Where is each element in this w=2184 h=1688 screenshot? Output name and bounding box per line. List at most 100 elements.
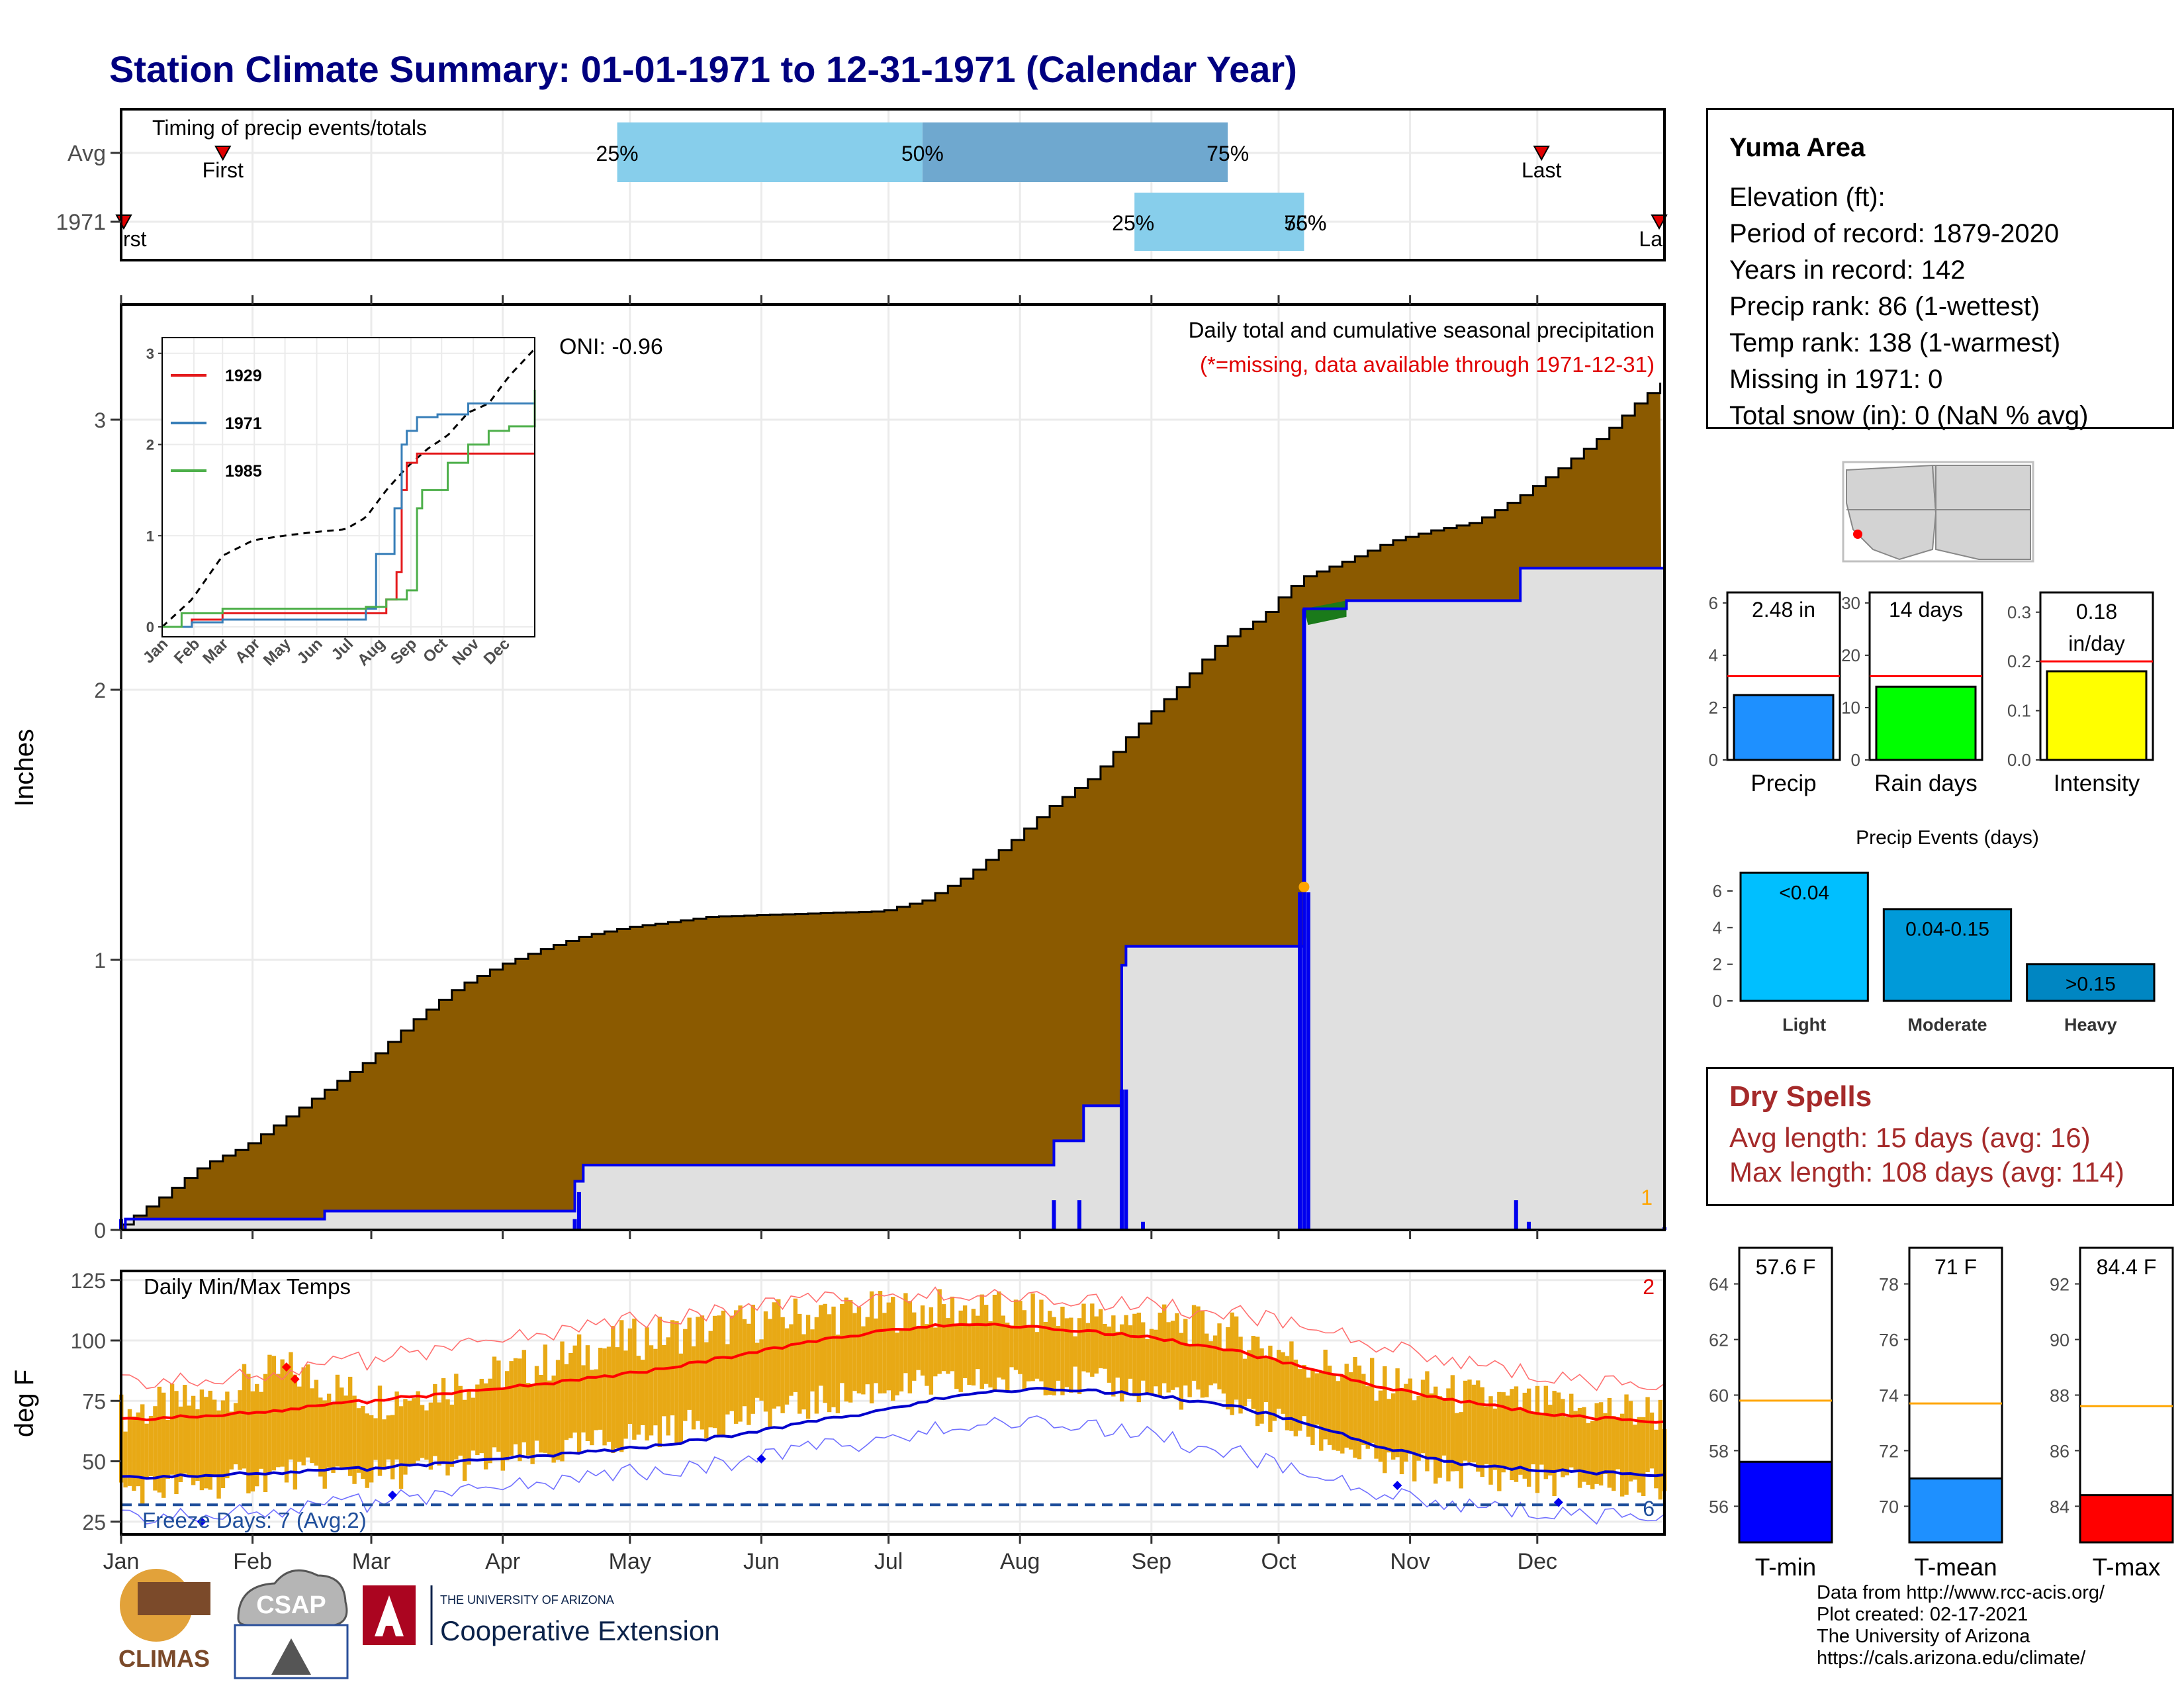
- daily-precip-bar: [1302, 608, 1306, 1230]
- daily-temp-bar: [526, 1383, 531, 1456]
- daily-precip-bar: [1077, 1200, 1081, 1230]
- station-info-box: Yuma Area Elevation (ft): Period of reco…: [1706, 108, 2174, 430]
- daily-temp-bar: [365, 1413, 369, 1488]
- daily-temp-bar: [496, 1360, 501, 1452]
- daily-temp-bar: [488, 1378, 492, 1464]
- daily-temp-bar: [874, 1318, 878, 1383]
- daily-temp-bar: [1175, 1313, 1179, 1387]
- station-years: Years in record: 142: [1729, 256, 1966, 285]
- daily-temp-bar: [1277, 1350, 1281, 1409]
- daily-temp-bar: [772, 1302, 777, 1409]
- record-marker: [197, 1517, 206, 1526]
- daily-temp-bar: [1115, 1331, 1120, 1378]
- daily-temp-bar: [1624, 1394, 1629, 1495]
- daily-temp-bar: [1369, 1358, 1375, 1443]
- event-category-label: Moderate: [1907, 1015, 1987, 1035]
- daily-temp-bar: [1565, 1417, 1570, 1476]
- daily-temp-bar: [314, 1380, 319, 1466]
- daily-temp-bar: [250, 1391, 255, 1492]
- daily-temp-bar: [742, 1319, 747, 1407]
- daily-temp-bar: [428, 1402, 433, 1470]
- daily-temp-bar: [967, 1323, 972, 1385]
- daily-temp-bar: [1064, 1318, 1069, 1387]
- page-title: Station Climate Summary: 01-01-1971 to 1…: [109, 48, 1297, 90]
- daily-temp-bar: [373, 1418, 378, 1460]
- daily-temp-bar: [1510, 1389, 1514, 1480]
- daily-temp-bar: [1433, 1386, 1438, 1484]
- daily-temp-bar: [199, 1389, 205, 1491]
- inset-avg-line: [161, 348, 536, 628]
- daily-temp-bar: [1332, 1375, 1336, 1450]
- stat-y-tick: 0: [1709, 750, 1718, 770]
- temp-stat-panel: [2079, 1246, 2174, 1544]
- daily-temp-bar: [1612, 1416, 1616, 1491]
- daily-temp-bar: [471, 1397, 476, 1451]
- precip-y-axis-label: Inches: [10, 729, 39, 807]
- coop-extension-logo-text: Cooperative Extension: [440, 1615, 720, 1646]
- daily-temp-bar: [539, 1374, 543, 1453]
- daily-temp-bar: [1323, 1349, 1328, 1440]
- daily-temp-bar: [322, 1400, 327, 1489]
- daily-temp-bar: [1590, 1421, 1595, 1489]
- inset-y-tick: 3: [146, 346, 154, 362]
- daily-temp-bar: [1187, 1345, 1192, 1397]
- record-marker: [1392, 1481, 1402, 1490]
- daily-temp-bar: [1162, 1304, 1167, 1383]
- daily-temp-bar: [382, 1419, 387, 1470]
- y-tick-label: 2: [94, 679, 106, 702]
- daily-temp-bar: [356, 1408, 361, 1473]
- daily-temp-bar: [1390, 1393, 1396, 1460]
- daily-temp-bar: [611, 1326, 615, 1453]
- daily-temp-bar: [1649, 1412, 1655, 1469]
- month-label: Nov: [1390, 1549, 1430, 1574]
- daily-temp-bar: [208, 1390, 212, 1490]
- month-label: Dec: [1518, 1549, 1557, 1574]
- daily-temp-bar: [1633, 1425, 1637, 1480]
- temp-stat-bar: [1738, 1460, 1833, 1544]
- daily-temp-bar: [776, 1299, 781, 1407]
- climas-logo: [138, 1582, 210, 1615]
- daily-temp-bar: [1471, 1384, 1477, 1463]
- pct-25-label: 25%: [1112, 211, 1154, 235]
- daily-temp-bar: [1018, 1301, 1023, 1374]
- freeze-days-label: Freeze Days: 7 (Avg:2): [142, 1508, 367, 1532]
- temp-stat-y-tick: 92: [2050, 1275, 2070, 1295]
- daily-temp-bar: [377, 1385, 383, 1476]
- daily-temp-bar: [983, 1305, 989, 1384]
- daily-temp-bar: [492, 1356, 497, 1448]
- daily-temp-bar: [293, 1374, 298, 1490]
- daily-temp-bar: [1111, 1315, 1116, 1397]
- daily-temp-bar: [891, 1297, 895, 1401]
- daily-temp-bar: [1319, 1370, 1324, 1451]
- daily-temp-bar: [590, 1370, 594, 1446]
- daily-temp-bar: [412, 1398, 416, 1464]
- daily-temp-bar: [140, 1404, 145, 1505]
- daily-temp-bar: [954, 1324, 959, 1389]
- daily-precip-bar: [1119, 1089, 1124, 1230]
- daily-temp-bar: [1085, 1323, 1091, 1373]
- daily-temp-bar: [1480, 1387, 1484, 1477]
- station-snow: Total snow (in): 0 (NaN % avg): [1729, 401, 2089, 430]
- daily-temp-bar: [1208, 1341, 1213, 1385]
- daily-temp-bar: [1420, 1380, 1426, 1454]
- daily-temp-bar: [627, 1328, 633, 1425]
- daily-temp-bar: [1357, 1365, 1362, 1460]
- daily-temp-bar: [416, 1391, 420, 1461]
- daily-precip-bar: [1052, 1200, 1056, 1230]
- ua-logo-text: THE UNIVERSITY OF ARIZONA: [440, 1593, 614, 1607]
- daily-temp-bar: [602, 1348, 607, 1446]
- last-label: Last: [1522, 158, 1562, 182]
- daily-temp-bar: [1060, 1306, 1065, 1395]
- daily-temp-bar: [878, 1291, 883, 1394]
- daily-temp-bar: [1226, 1327, 1230, 1410]
- daily-temp-bar: [204, 1397, 208, 1489]
- year-precip-area: [121, 563, 1664, 1230]
- stat-y-tick: 6: [1709, 593, 1718, 613]
- csap-logo: [271, 1638, 311, 1675]
- daily-temp-bar: [1026, 1326, 1031, 1382]
- temp-stat-y-tick: 58: [1709, 1441, 1729, 1461]
- daily-temp-bar: [169, 1383, 175, 1475]
- daily-temp-bar: [759, 1339, 764, 1401]
- daily-temp-bar: [1561, 1399, 1565, 1477]
- stat-y-tick: 0.3: [2007, 602, 2031, 622]
